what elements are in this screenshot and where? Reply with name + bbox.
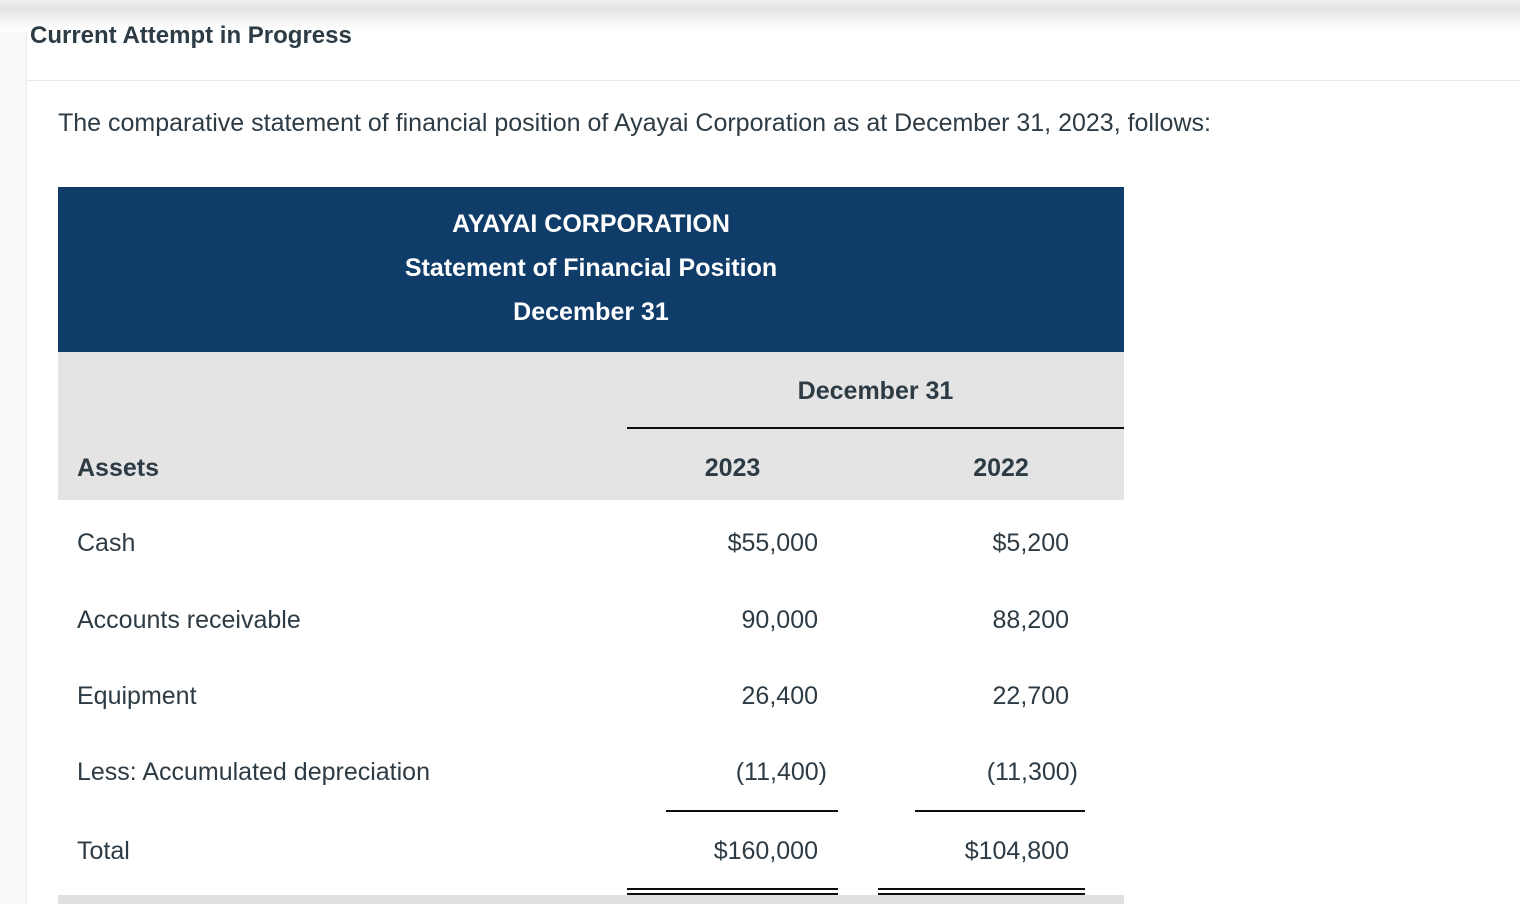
table-row-accumulated-depreciation: Less: Accumulated depreciation (11,400) …	[58, 757, 1124, 787]
value-2023: (11,400)	[735, 758, 827, 786]
left-gutter	[0, 0, 27, 904]
single-rule-2022	[915, 810, 1085, 812]
value-2022: $5,200	[992, 529, 1069, 557]
value-2022: (11,300)	[986, 758, 1078, 786]
table-row-cash: Cash $55,000 $5,200	[58, 528, 1124, 558]
top-shadow	[0, 0, 1520, 32]
statement-date: December 31	[513, 298, 669, 326]
value-2022: $104,800	[964, 837, 1069, 865]
row-label: Equipment	[77, 682, 197, 710]
row-label: Cash	[77, 529, 136, 557]
single-rule-2023	[666, 810, 838, 812]
total-rule-row	[58, 888, 1124, 895]
financial-statement-table: AYAYAI CORPORATION Statement of Financia…	[58, 187, 1124, 904]
row-label: Total	[77, 837, 130, 865]
table-row-total: Total $160,000 $104,800	[58, 836, 1124, 866]
attempt-status-heading: Current Attempt in Progress	[30, 22, 352, 49]
subtotal-rule-row	[58, 810, 1124, 812]
value-2023: 26,400	[741, 682, 818, 710]
heading-divider	[27, 80, 1520, 81]
column-header-2023: 2023	[704, 454, 761, 482]
row-label: Accounts receivable	[77, 606, 301, 634]
section-header-assets: Assets	[77, 454, 159, 482]
question-intro-text: The comparative statement of financial p…	[58, 109, 1211, 137]
column-header-2022: 2022	[973, 454, 1029, 482]
value-2023: 90,000	[741, 606, 818, 634]
statement-company-name: AYAYAI CORPORATION	[452, 210, 730, 238]
column-header-band: December 31 Assets 2023 2022	[58, 352, 1124, 500]
value-2022: 88,200	[992, 606, 1069, 634]
double-rule-2023	[627, 888, 838, 895]
value-2022: 22,700	[992, 682, 1069, 710]
next-section-partial	[58, 895, 1124, 904]
column-header-row: Assets 2023 2022	[58, 453, 1124, 483]
table-row-accounts-receivable: Accounts receivable 90,000 88,200	[58, 605, 1124, 635]
statement-title-block: AYAYAI CORPORATION Statement of Financia…	[58, 187, 1124, 352]
double-rule-2022	[878, 888, 1085, 895]
column-group-header: December 31	[797, 377, 954, 405]
row-label: Less: Accumulated depreciation	[77, 758, 430, 786]
column-group-rule	[627, 427, 1124, 429]
table-row-equipment: Equipment 26,400 22,700	[58, 681, 1124, 711]
statement-name: Statement of Financial Position	[404, 254, 778, 282]
value-2023: $55,000	[727, 529, 818, 557]
value-2023: $160,000	[713, 837, 818, 865]
